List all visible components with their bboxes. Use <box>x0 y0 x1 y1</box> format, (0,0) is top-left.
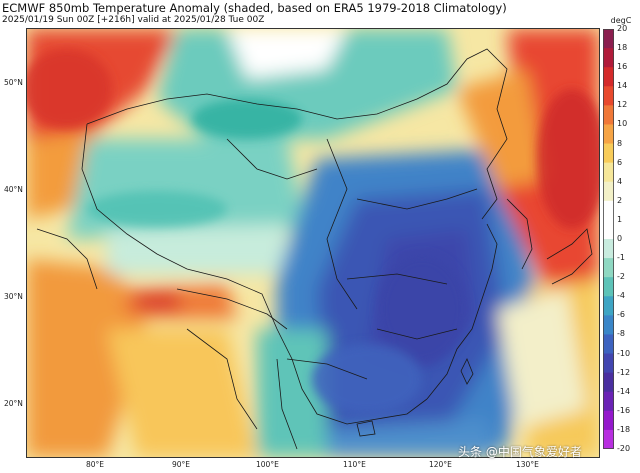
china-south-border <box>81 123 428 425</box>
colorbar-tick-label: 18 <box>617 43 628 53</box>
lon-label-80: 80°E <box>86 460 105 469</box>
west-border <box>36 228 98 290</box>
china-north-border <box>86 48 508 220</box>
colorbar-tick-label: 0 <box>617 234 623 243</box>
colorbar-tick-label: 4 <box>617 176 623 186</box>
colorbar-tick-label: -2 <box>617 272 625 282</box>
chart-title: ECMWF 850mb Temperature Anomaly (shaded,… <box>2 1 507 15</box>
lat-label-40: 40°N <box>4 185 23 194</box>
colorbar-tick-label: -14 <box>617 386 631 396</box>
province-line-1 <box>326 138 358 310</box>
watermark: 头条 @中国气象爱好者 <box>458 445 582 459</box>
colorbar-tick-label: -12 <box>617 367 631 377</box>
colorbar-tick-label: -6 <box>617 310 625 320</box>
colorbar-segment <box>603 29 614 49</box>
colorbar-segment <box>603 315 614 335</box>
anomaly-map <box>27 29 599 457</box>
colorbar-segment <box>603 162 614 183</box>
korea-outline <box>506 198 533 270</box>
taiwan-outline <box>460 358 474 385</box>
himalaya-line <box>176 288 288 330</box>
colorbar-tick-label: -10 <box>617 348 631 358</box>
province-line-6 <box>226 138 318 180</box>
colorbar-tick-label: 8 <box>617 138 623 148</box>
colorbar-tick-label: -8 <box>617 329 625 339</box>
colorbar-segment <box>603 372 614 393</box>
map-panel <box>26 28 600 458</box>
colorbar-tick-label: 20 <box>617 24 628 33</box>
colorbar-tick-label: -1 <box>617 253 625 263</box>
lon-label-90: 90°E <box>172 460 191 469</box>
colorbar-segment <box>603 181 614 202</box>
colorbar-tick-label: -18 <box>617 424 631 434</box>
colorbar-segment <box>603 86 614 106</box>
anomaly-shading <box>27 29 599 457</box>
province-line-4 <box>376 328 458 340</box>
province-line-5 <box>286 358 368 380</box>
lat-label-50: 50°N <box>4 78 23 87</box>
colorbar-segment <box>603 48 614 68</box>
lon-label-120: 120°E <box>429 460 452 469</box>
colorbar-tick-label: -4 <box>617 291 625 301</box>
lat-label-20: 20°N <box>4 399 23 408</box>
lat-label-30: 30°N <box>4 292 23 301</box>
province-line-3 <box>346 273 448 285</box>
lon-label-130: 130°E <box>516 460 539 469</box>
colorbar-segment <box>603 105 614 125</box>
anomaly-detail <box>27 49 599 414</box>
colorbar-tick-label: 10 <box>617 119 628 129</box>
colorbar-tick-label: 6 <box>617 157 623 167</box>
colorbar-segment <box>603 239 614 259</box>
japan-outline <box>546 228 593 285</box>
colorbar-tick-label: -20 <box>617 444 631 453</box>
colorbar-segment <box>603 410 614 431</box>
colorbar-segment <box>603 353 614 374</box>
colorbar-tick-label: 12 <box>617 100 628 110</box>
colorbar-segment <box>603 334 614 355</box>
hainan-outline <box>356 420 376 437</box>
colorbar <box>603 29 614 449</box>
colorbar-segment <box>603 124 614 145</box>
colorbar-segment <box>603 258 614 278</box>
china-coast <box>426 223 498 400</box>
colorbar-tick-label: 1 <box>617 214 623 224</box>
colorbar-tick-label: 16 <box>617 62 628 72</box>
colorbar-segment <box>603 219 614 240</box>
colorbar-segment <box>603 143 614 164</box>
colorbar-segment <box>603 200 614 221</box>
colorbar-tick-label: -16 <box>617 405 631 415</box>
colorbar-tick-label: 2 <box>617 195 623 205</box>
indochina-border <box>186 328 258 430</box>
lon-label-110: 110°E <box>343 460 366 469</box>
province-line-2 <box>356 188 478 210</box>
colorbar-segment <box>603 67 614 87</box>
chart-subtitle: 2025/01/19 Sun 00Z [+216h] valid at 2025… <box>2 15 265 25</box>
indochina-border-2 <box>276 358 298 450</box>
colorbar-segment <box>603 391 614 412</box>
colorbar-labels: 20 18 16 14 12 10 8 6 4 2 1 0 -1 -2 -4 -6 -8 -10 -12 -14 -16… <box>617 25 639 453</box>
colorbar-tick-label: 14 <box>617 81 628 91</box>
colorbar-segment <box>603 277 614 297</box>
colorbar-segment <box>603 296 614 316</box>
boundaries <box>36 48 593 450</box>
colorbar-border <box>603 29 614 449</box>
colorbar-segment <box>603 429 614 449</box>
lon-label-100: 100°E <box>256 460 279 469</box>
colorbar-unit: degC <box>610 16 632 25</box>
title-block: ECMWF 850mb Temperature Anomaly (shaded,… <box>2 1 602 26</box>
